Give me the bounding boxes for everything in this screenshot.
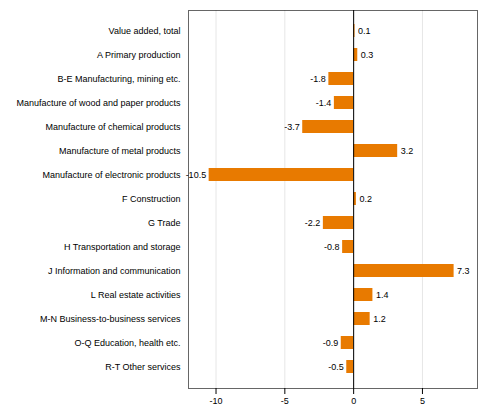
svg-text:R-T Other services: R-T Other services <box>105 362 181 372</box>
svg-text:5: 5 <box>420 396 425 406</box>
svg-text:7.3: 7.3 <box>457 266 470 276</box>
svg-text:F Construction: F Construction <box>122 194 181 204</box>
svg-text:A Primary production: A Primary production <box>97 50 181 60</box>
svg-text:-0.8: -0.8 <box>324 242 340 252</box>
svg-text:Manufacture of metal products: Manufacture of metal products <box>59 146 181 156</box>
svg-text:-10: -10 <box>210 396 223 406</box>
svg-text:-1.8: -1.8 <box>310 74 326 84</box>
svg-text:-1.4: -1.4 <box>316 98 332 108</box>
svg-text:1.2: 1.2 <box>373 314 386 324</box>
svg-text:H Transportation and storage: H Transportation and storage <box>64 242 181 252</box>
svg-text:3.2: 3.2 <box>401 146 414 156</box>
svg-text:M-N Business-to-business servi: M-N Business-to-business services <box>40 314 181 324</box>
svg-text:G Trade: G Trade <box>148 218 181 228</box>
svg-text:0: 0 <box>351 396 356 406</box>
svg-text:0.1: 0.1 <box>358 26 371 36</box>
svg-text:0.2: 0.2 <box>359 194 372 204</box>
svg-text:J Information and communicatio: J Information and communication <box>48 266 181 276</box>
svg-text:-5: -5 <box>281 396 289 406</box>
svg-text:-2.2: -2.2 <box>305 218 321 228</box>
svg-text:O-Q Education, health etc.: O-Q Education, health etc. <box>74 338 180 348</box>
svg-text:1.4: 1.4 <box>376 290 389 300</box>
svg-text:Manufacture of wood and paper: Manufacture of wood and paper products <box>16 98 181 108</box>
svg-text:-3.7: -3.7 <box>284 122 300 132</box>
svg-text:Manufacture of chemical produc: Manufacture of chemical products <box>45 122 181 132</box>
svg-text:0.3: 0.3 <box>361 50 374 60</box>
svg-text:B-E Manufacturing, mining etc.: B-E Manufacturing, mining etc. <box>57 74 180 84</box>
svg-text:Value added, total: Value added, total <box>109 26 181 36</box>
svg-text:L Real estate activities: L Real estate activities <box>91 290 181 300</box>
svg-text:Manufacture of electronic prod: Manufacture of electronic products <box>42 170 181 180</box>
svg-text:-0.5: -0.5 <box>328 362 344 372</box>
svg-text:-10.5: -10.5 <box>185 169 207 180</box>
svg-text:-0.9: -0.9 <box>323 338 339 348</box>
